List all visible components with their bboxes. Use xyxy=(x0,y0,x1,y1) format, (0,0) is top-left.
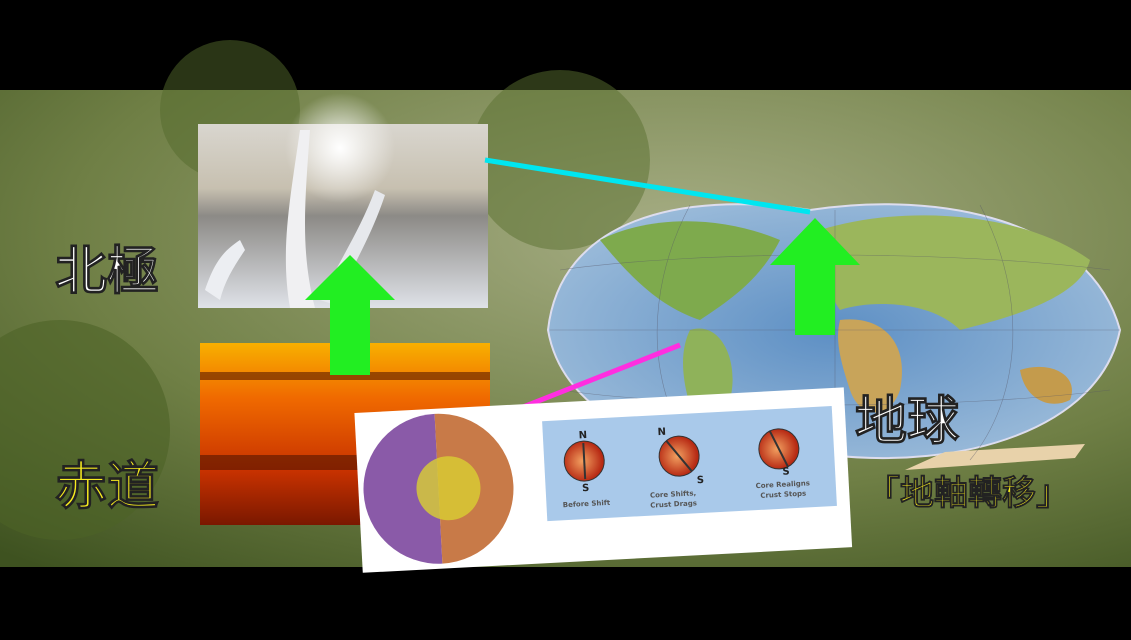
north-pole-label: 北極 xyxy=(55,242,159,302)
bokeh xyxy=(470,70,650,250)
connector-line xyxy=(484,157,811,215)
axis xyxy=(582,443,587,480)
world-map xyxy=(546,203,1122,470)
antarctica xyxy=(905,444,1085,470)
equator-label: 赤道 xyxy=(55,457,159,517)
earth-core xyxy=(416,456,481,521)
step-subtitle: Crust Drags xyxy=(650,499,697,509)
axis xyxy=(665,440,693,473)
pole-label: N xyxy=(657,427,666,438)
step-1: N S Before Shift xyxy=(563,430,611,510)
arrow-up xyxy=(770,218,860,335)
pole-label: N xyxy=(578,430,587,441)
step-subtitle: Crust Stops xyxy=(760,490,806,500)
arrow-up xyxy=(305,255,395,375)
pole-label: S xyxy=(782,466,790,477)
caption: 「地軸轉移」 xyxy=(866,474,1070,514)
pole-label: S xyxy=(697,475,705,486)
diagram-card: N S Before Shift N S Core Shifts, Crust … xyxy=(354,387,853,573)
earth-label: 地球 xyxy=(855,392,960,452)
step-2: N S Core Shifts, Crust Drags xyxy=(650,427,705,510)
step-title: Before Shift xyxy=(563,499,611,510)
step-3: S Core Realigns Crust Stops xyxy=(755,428,810,500)
axis xyxy=(769,430,789,467)
pole-label: S xyxy=(582,483,590,494)
step-title: Core Shifts, xyxy=(650,489,697,499)
bokeh xyxy=(0,320,170,540)
earth-globe xyxy=(363,413,443,564)
step-title: Core Realigns xyxy=(755,479,810,490)
